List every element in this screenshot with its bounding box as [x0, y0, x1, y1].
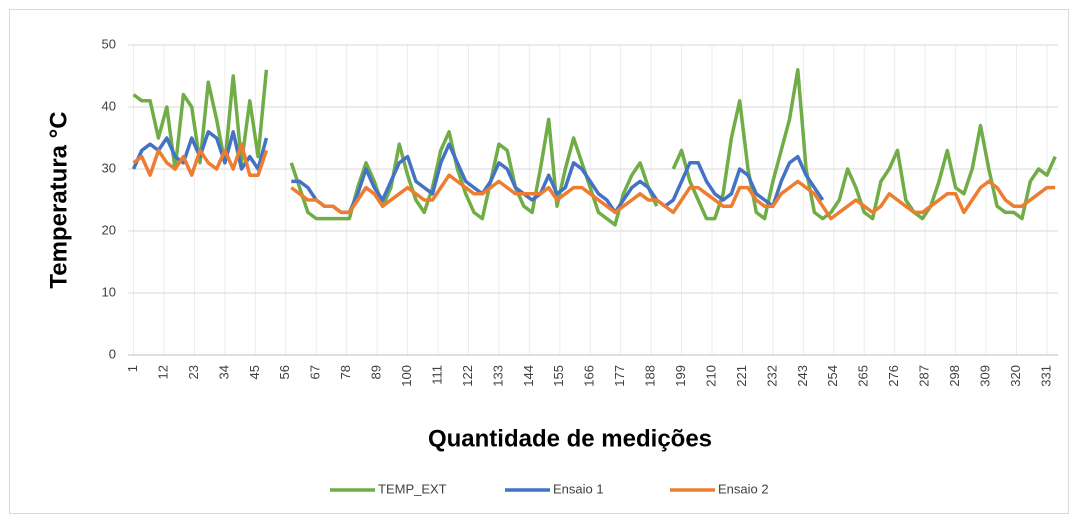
x-tick-label: 1: [125, 365, 140, 372]
series-line: [131, 130, 825, 215]
x-tick-label: 276: [886, 365, 901, 387]
x-tick-label: 232: [764, 365, 779, 387]
y-tick-label: 0: [109, 346, 116, 361]
x-tick-label: 243: [795, 365, 810, 387]
y-tick-label: 40: [102, 98, 116, 113]
x-tick-label: 199: [673, 365, 688, 387]
legend-label: Ensaio 2: [718, 481, 769, 496]
x-tick-label: 23: [186, 365, 201, 379]
y-tick-label: 30: [102, 160, 116, 175]
x-tick-label: 100: [399, 365, 414, 387]
x-axis-title: Quantidade de medições: [428, 425, 712, 452]
x-tick-label: 298: [947, 365, 962, 387]
series-line: [132, 142, 1056, 221]
x-tick-label: 144: [521, 365, 536, 387]
x-tick-label: 122: [460, 365, 475, 387]
y-tick-label: 10: [102, 284, 116, 299]
legend-label: TEMP_EXT: [378, 481, 447, 496]
x-tick-label: 155: [551, 365, 566, 387]
y-tick-label: 50: [102, 36, 116, 51]
x-tick-label: 133: [490, 365, 505, 387]
x-tick-label: 210: [703, 365, 718, 387]
x-tick-label: 67: [308, 365, 323, 379]
legend-label: Ensaio 1: [553, 481, 604, 496]
x-tick-label: 331: [1038, 365, 1053, 387]
x-tick-label: 78: [338, 365, 353, 379]
x-tick-label: 265: [856, 365, 871, 387]
chart-border: [9, 9, 1069, 514]
y-tick-label: 20: [102, 222, 116, 237]
x-tick-label: 12: [155, 365, 170, 379]
x-tick-label: 320: [1008, 365, 1023, 387]
y-axis-title: Temperatura °C: [45, 111, 72, 288]
x-tick-label: 56: [277, 365, 292, 379]
x-tick-label: 188: [643, 365, 658, 387]
x-tick-label: 254: [825, 365, 840, 387]
x-tick-label: 177: [612, 365, 627, 387]
x-tick-label: 287: [917, 365, 932, 387]
x-tick-label: 45: [247, 365, 262, 379]
x-tick-label: 309: [977, 365, 992, 387]
x-tick-label: 111: [429, 365, 444, 385]
x-tick-label: 89: [369, 365, 384, 379]
x-tick-label: 221: [734, 365, 749, 387]
x-tick-label: 34: [216, 365, 231, 379]
x-tick-label: 166: [582, 365, 597, 387]
